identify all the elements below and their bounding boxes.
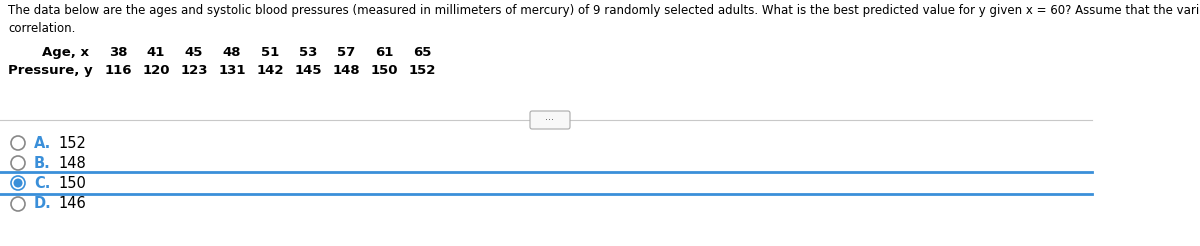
Text: The data below are the ages and systolic blood pressures (measured in millimeter: The data below are the ages and systolic…	[8, 4, 1200, 17]
Text: ···: ···	[546, 115, 554, 125]
Text: Age, x: Age, x	[42, 46, 89, 59]
Text: 116: 116	[104, 64, 132, 77]
Text: 146: 146	[58, 197, 85, 212]
Text: 41: 41	[146, 46, 166, 59]
Text: 152: 152	[58, 136, 86, 151]
Text: 150: 150	[58, 175, 86, 190]
Text: 120: 120	[143, 64, 169, 77]
Text: 51: 51	[260, 46, 280, 59]
Text: C.: C.	[34, 175, 50, 190]
Text: 38: 38	[109, 46, 127, 59]
Text: 61: 61	[374, 46, 394, 59]
Text: 148: 148	[332, 64, 360, 77]
Circle shape	[13, 179, 23, 187]
Text: A.: A.	[34, 136, 52, 151]
Text: 57: 57	[337, 46, 355, 59]
Text: 123: 123	[180, 64, 208, 77]
Text: 131: 131	[218, 64, 246, 77]
Text: 150: 150	[371, 64, 397, 77]
Text: 152: 152	[408, 64, 436, 77]
Text: 142: 142	[257, 64, 283, 77]
Text: 45: 45	[185, 46, 203, 59]
Text: Pressure, y: Pressure, y	[8, 64, 92, 77]
Text: correlation.: correlation.	[8, 22, 76, 35]
Text: 53: 53	[299, 46, 317, 59]
FancyBboxPatch shape	[530, 111, 570, 129]
Text: 148: 148	[58, 155, 85, 170]
Text: 65: 65	[413, 46, 431, 59]
Text: B.: B.	[34, 155, 50, 170]
Text: 48: 48	[223, 46, 241, 59]
Text: D.: D.	[34, 197, 52, 212]
Text: 145: 145	[294, 64, 322, 77]
